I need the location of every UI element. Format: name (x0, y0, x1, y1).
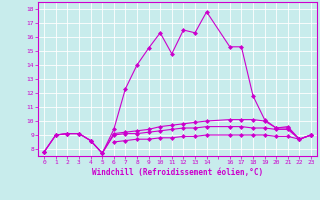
X-axis label: Windchill (Refroidissement éolien,°C): Windchill (Refroidissement éolien,°C) (92, 168, 263, 177)
